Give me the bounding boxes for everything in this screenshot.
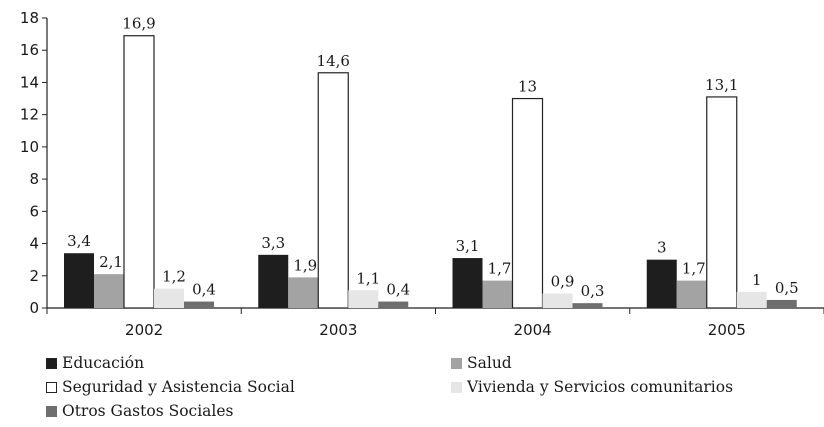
legend-item: Salud — [451, 354, 512, 372]
data-label: 0,5 — [775, 279, 799, 297]
legend-item: Seguridad y Asistencia Social — [46, 378, 295, 396]
bar-seguridad-y-asistencia-social-2005 — [706, 96, 738, 309]
data-label: 0,9 — [551, 273, 575, 291]
bar-otros-gastos-sociales-2004 — [572, 303, 603, 308]
legend-item: Vivienda y Servicios comunitarios — [451, 378, 733, 396]
x-tick-label: 2004 — [514, 321, 552, 339]
bar-salud-2002 — [94, 274, 124, 308]
y-tick-label: 8 — [29, 170, 39, 188]
data-label: 0,4 — [386, 281, 410, 299]
legend-label: Otros Gastos Sociales — [62, 402, 234, 420]
bars — [64, 35, 797, 309]
bar-vivienda-y-servicios-comunitarios-2002 — [154, 288, 184, 308]
data-label: 13 — [518, 78, 537, 96]
y-tick-label: 4 — [29, 235, 39, 253]
bar-vivienda-y-servicios-comunitarios-2004 — [542, 293, 573, 308]
data-label: 1,9 — [293, 256, 317, 274]
x-tick-label: 2003 — [319, 321, 357, 339]
legend-swatch — [46, 357, 57, 369]
bar-vivienda-y-servicios-comunitarios-2005 — [736, 291, 767, 308]
bar-salud-2004 — [482, 280, 513, 308]
data-label: 3,3 — [261, 234, 285, 252]
legend-label: Salud — [467, 354, 512, 372]
y-tick-label: 12 — [20, 106, 39, 124]
y-tick-label: 14 — [20, 73, 39, 91]
y-tick-label: 16 — [20, 41, 39, 59]
data-label: 16,9 — [122, 15, 155, 33]
x-tick-label: 2002 — [125, 321, 163, 339]
legend-swatch — [451, 381, 462, 393]
data-label: 3,4 — [67, 232, 91, 250]
legend-swatch — [451, 357, 462, 369]
bar-educaci-n-2004 — [452, 258, 483, 308]
legend-label: Vivienda y Servicios comunitarios — [467, 378, 734, 396]
bar-salud-2003 — [288, 277, 319, 308]
data-label: 2,1 — [99, 253, 123, 271]
legend-swatch — [46, 381, 57, 393]
y-tick-label: 18 — [20, 9, 39, 27]
bar-educaci-n-2003 — [258, 254, 289, 308]
data-label: 1,1 — [356, 269, 380, 287]
bar-otros-gastos-sociales-2003 — [378, 301, 409, 308]
legend-item: Otros Gastos Sociales — [46, 402, 234, 420]
bar-educaci-n-2002 — [64, 253, 94, 308]
bar-seguridad-y-asistencia-social-2002 — [123, 35, 155, 309]
bar-vivienda-y-servicios-comunitarios-2003 — [348, 290, 379, 308]
y-tick-label: 6 — [29, 202, 39, 220]
bar-chart: 0 2 4 6 8 10 12 14 16 18 2002 2003 2004 2005 3,4 2,1 16… — [20, 9, 824, 339]
legend-swatch — [46, 405, 57, 417]
bar-seguridad-y-asistencia-social-2004 — [511, 97, 544, 309]
data-label: 13,1 — [705, 76, 738, 94]
bar-educaci-n-2005 — [646, 259, 677, 308]
data-label: 3,1 — [456, 237, 480, 255]
data-label: 14,6 — [317, 52, 350, 70]
legend-label: Educación — [62, 354, 145, 372]
data-labels: 3,42,116,91,20,43,31,914,61,10,43,11,713… — [67, 15, 799, 300]
data-label: 1,7 — [682, 260, 706, 278]
bar-otros-gastos-sociales-2002 — [184, 301, 214, 308]
data-label: 1,7 — [488, 260, 512, 278]
bar-otros-gastos-sociales-2005 — [766, 299, 797, 308]
data-label: 1 — [752, 271, 762, 289]
axes: 0 2 4 6 8 10 12 14 16 18 2002 2003 2004 2005 — [20, 9, 824, 339]
x-tick-label: 2005 — [708, 321, 746, 339]
y-tick-label: 0 — [29, 299, 39, 317]
data-label: 0,3 — [581, 282, 605, 300]
y-tick-label: 2 — [29, 267, 39, 285]
bar-seguridad-y-asistencia-social-2003 — [317, 72, 349, 309]
data-label: 0,4 — [192, 281, 216, 299]
bar-salud-2005 — [676, 280, 707, 308]
legend-label: Seguridad y Asistencia Social — [62, 378, 295, 396]
data-label: 1,2 — [162, 268, 186, 286]
data-label: 3 — [657, 239, 667, 257]
legend-item: Educación — [46, 354, 144, 372]
y-tick-label: 10 — [20, 138, 39, 156]
